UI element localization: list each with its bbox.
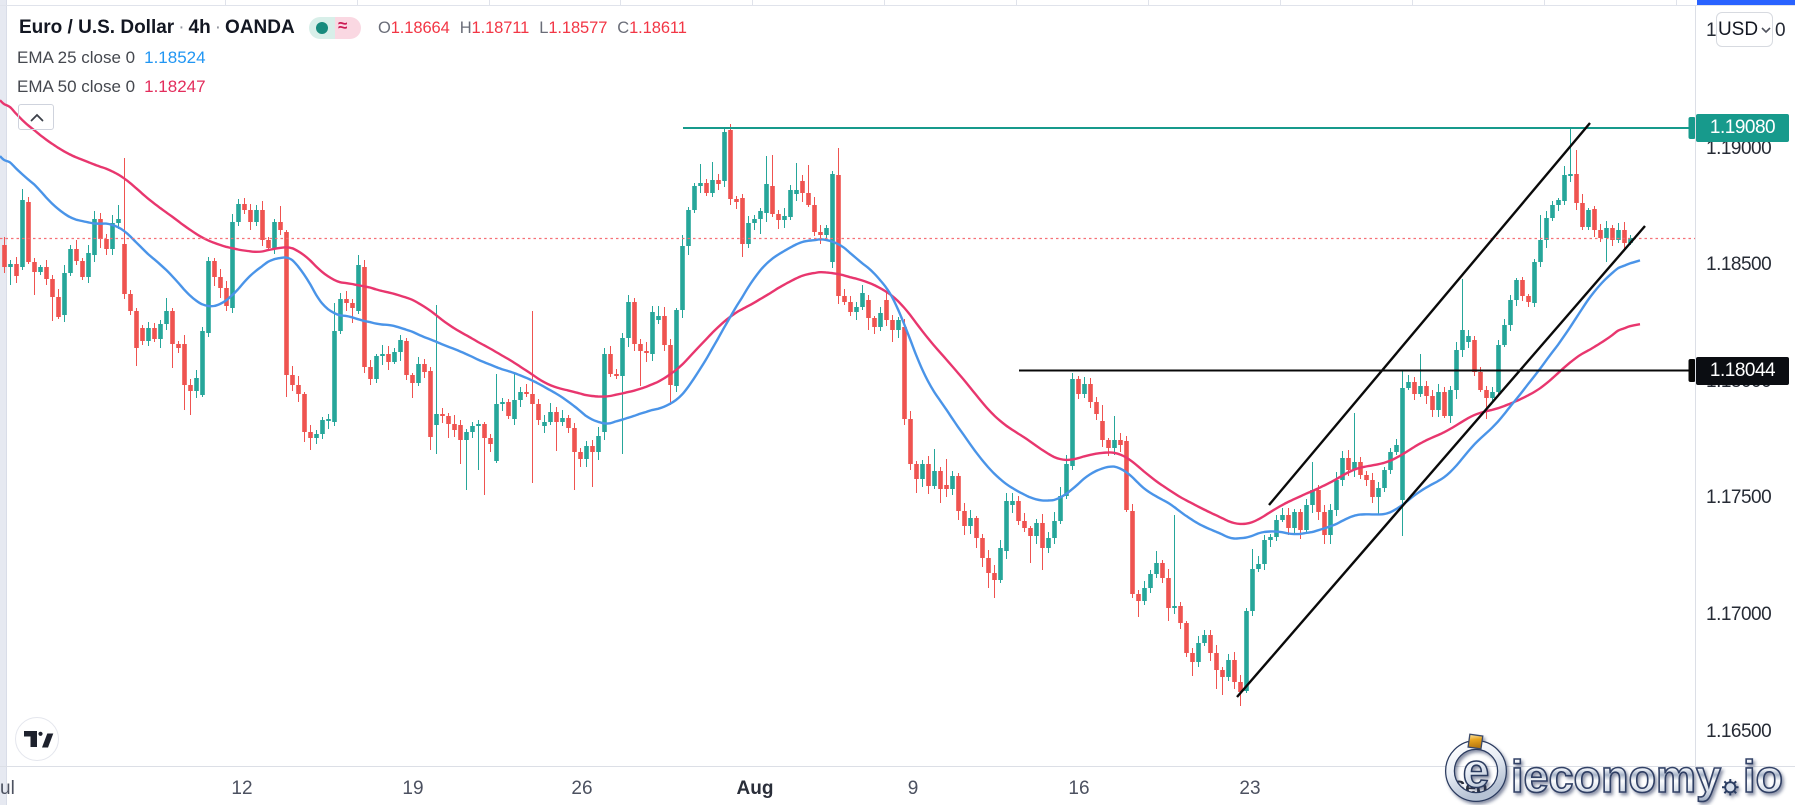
svg-text:io: io: [1743, 751, 1783, 802]
svg-text:ieconomy: ieconomy: [1511, 751, 1721, 802]
svg-text:e: e: [1463, 745, 1490, 798]
